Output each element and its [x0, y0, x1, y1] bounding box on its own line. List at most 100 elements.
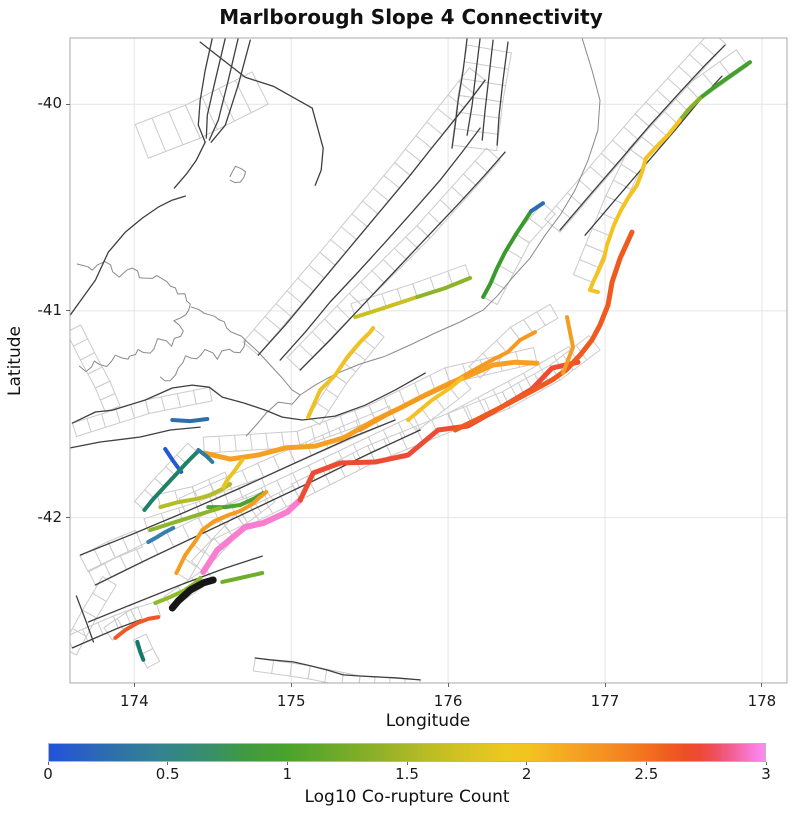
rupture-steelblue-short — [196, 448, 215, 464]
mesh-strip-rung — [79, 555, 89, 573]
mesh-strip-rung — [444, 367, 451, 384]
colorbar-tick-label: 2.5 — [634, 765, 659, 783]
rupture-yellowgreen — [415, 276, 473, 299]
fault-trace — [94, 429, 421, 586]
mesh-strip-rung — [94, 380, 111, 389]
mesh-strip-rung — [474, 160, 489, 174]
mesh-strip-rung — [492, 388, 502, 406]
mesh-strip-rung — [202, 436, 205, 454]
mesh-strip-rung — [182, 524, 191, 541]
rupture-blue-horizontal — [170, 417, 210, 424]
mesh-strip-rung — [187, 442, 198, 453]
mesh-strip-rung — [86, 418, 92, 433]
mesh-strip-rung — [70, 650, 77, 656]
rupture-red — [297, 359, 581, 503]
mesh-strip-rung — [439, 199, 454, 213]
mesh-strip-rung — [339, 415, 346, 432]
mesh-strip-rung — [102, 576, 117, 586]
mesh-strip-rung — [363, 339, 376, 349]
mesh-strip-rung — [623, 126, 640, 141]
mesh-strip-rung — [373, 676, 376, 683]
mesh-strip-rung — [354, 410, 361, 426]
coastline — [229, 165, 247, 184]
mesh-strip-rung — [272, 455, 280, 471]
mesh-strip-rung — [555, 205, 572, 220]
mesh-strip-rung — [371, 270, 386, 284]
rupture-gold-s — [306, 326, 376, 420]
mesh-strip-rung — [330, 239, 347, 253]
colorbar-tick-label: 1.5 — [395, 765, 419, 783]
mesh-strip-rail — [591, 65, 749, 283]
mesh-strip-rung — [496, 339, 508, 354]
fault-trace — [87, 555, 263, 623]
mesh-strip-rung — [71, 422, 78, 437]
mesh-strip-rung — [168, 111, 184, 146]
x-axis-label: Longitude — [385, 711, 471, 731]
mesh-strip-rung — [382, 429, 391, 445]
mesh-strip-rung — [97, 622, 104, 636]
mesh-strip-rung — [585, 244, 605, 253]
fault-trace — [208, 38, 239, 141]
x-tick-label: 177 — [590, 692, 620, 710]
mesh-strip-rung — [103, 562, 112, 578]
colorbar-tick-mark — [47, 762, 49, 765]
mesh-strip-rung — [533, 347, 538, 364]
mesh-strip-rung — [92, 592, 107, 602]
mesh-strip-rung — [482, 296, 498, 305]
rupture-deep-orange — [452, 229, 635, 433]
mesh-strip-rung — [662, 110, 679, 125]
mesh-strip-rung — [486, 147, 501, 161]
mesh-strip-rung — [264, 316, 281, 330]
rupture-teal — [142, 450, 200, 512]
mesh-strip-rung — [612, 179, 632, 190]
mesh-strip-rung — [578, 179, 595, 194]
mesh-strip-rung — [70, 324, 82, 331]
x-tick-mark — [133, 683, 135, 687]
rupture-steelblue-lower — [146, 526, 176, 544]
mesh-strip-rung — [612, 139, 628, 154]
fault-trace — [71, 619, 141, 649]
mesh-strip-rung — [143, 518, 149, 533]
rupture-orange-s — [174, 490, 269, 575]
mesh-strip-rung — [579, 259, 599, 268]
mesh-strip-rung — [404, 678, 406, 683]
mesh-strip-rung — [718, 38, 727, 45]
rupture-right-green — [697, 60, 752, 101]
colorbar — [48, 743, 766, 762]
x-tick-mark — [604, 683, 606, 687]
y-tick-mark — [66, 310, 70, 312]
colorbar-tick-label: 2 — [521, 765, 532, 783]
rupture-yellow-branch — [406, 376, 465, 422]
mesh-strip-rung — [289, 662, 293, 677]
mesh-strip-rung — [462, 405, 471, 423]
colorbar-tick-mark — [526, 762, 528, 765]
mesh-strip-rung — [135, 529, 143, 548]
fault-trace — [496, 41, 509, 146]
mesh-strip-rung — [87, 366, 103, 375]
mesh-strip-rung — [449, 387, 460, 400]
mesh-strip-rung — [201, 96, 218, 131]
mesh-strip-rung — [412, 415, 421, 431]
colorbar-tick-label: 0 — [43, 765, 53, 783]
mesh-strip-rail — [479, 317, 559, 379]
mesh-strip-rung — [316, 402, 330, 412]
mesh-strip-rung — [651, 122, 668, 137]
mesh-strip-rung — [160, 396, 166, 411]
fault-trace — [70, 195, 186, 316]
mesh-strip-rung — [397, 422, 406, 438]
mesh-strip-rung — [265, 432, 269, 450]
mesh-strip-rung — [382, 259, 397, 273]
mesh-strip-rung — [253, 328, 270, 343]
mesh-strip-rung — [628, 147, 646, 161]
mesh-strip-rail — [143, 477, 263, 520]
mesh-strip-rung — [192, 389, 197, 405]
mesh-strip-rung — [499, 265, 514, 275]
x-tick-mark — [761, 683, 763, 687]
mesh-strip-rung — [70, 641, 73, 649]
mesh-strip-rung — [146, 660, 161, 669]
coastline — [159, 306, 246, 382]
mesh-strip-rung — [292, 472, 300, 488]
mesh-strip-rung — [447, 94, 465, 108]
mesh-strip-rung — [399, 432, 408, 450]
